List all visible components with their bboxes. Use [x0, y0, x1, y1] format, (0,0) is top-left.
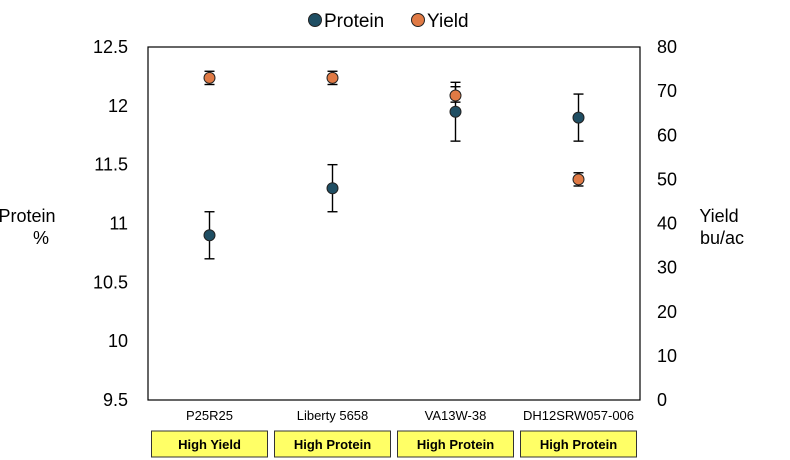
data-marks — [203, 70, 585, 260]
legend: Protein Yield — [308, 11, 469, 32]
left-axis-title-line-1: Protein — [0, 206, 56, 226]
legend-yield-label: Yield — [427, 11, 469, 32]
left-axis-title: Protein % — [0, 206, 56, 248]
right-tick-label: 0 — [657, 390, 667, 410]
category-tag-box — [274, 430, 391, 458]
right-tick-label: 60 — [657, 125, 677, 145]
right-tick-label: 70 — [657, 81, 677, 101]
left-axis-ticks: 9.5 10 10.5 11 11.5 12 12.5 — [93, 37, 128, 410]
right-axis-title: Yield bu/ac — [699, 206, 744, 248]
category-tag-label: High Protein — [294, 437, 371, 452]
category-tag-label: High Yield — [178, 437, 241, 452]
right-tick-label: 40 — [657, 214, 677, 234]
legend-protein-marker — [308, 13, 322, 27]
right-axis-title-line-2: bu/ac — [700, 228, 744, 248]
right-tick-label: 50 — [657, 169, 677, 189]
yield-point — [449, 89, 462, 102]
left-tick-label: 10 — [108, 331, 128, 351]
right-axis-ticks: 0 10 20 30 40 50 60 70 80 — [657, 37, 677, 410]
yield-point — [203, 71, 216, 84]
category-labels: P25R25 Liberty 5658 VA13W-38 DH12SRW057-006 — [186, 408, 634, 423]
left-tick-label: 11.5 — [94, 155, 128, 175]
protein-point — [449, 105, 462, 118]
protein-point — [326, 182, 339, 195]
left-tick-label: 11 — [109, 214, 128, 234]
right-tick-label: 20 — [657, 302, 677, 322]
legend-protein-label: Protein — [324, 11, 384, 32]
category-label: DH12SRW057-006 — [523, 408, 634, 423]
category-tag-label: High Protein — [417, 437, 494, 452]
right-tick-label: 80 — [657, 37, 677, 57]
category-tags: High Yield High Protein High Protein High P… — [151, 430, 637, 458]
left-tick-label: 10.5 — [93, 272, 128, 292]
category-tag-label: High Protein — [540, 437, 617, 452]
category-tag-box — [520, 430, 637, 458]
left-tick-label: 12.5 — [93, 37, 128, 57]
protein-point — [572, 111, 585, 124]
category-tag-box — [151, 430, 268, 458]
category-tag-box — [397, 430, 514, 458]
legend-yield-marker — [411, 13, 425, 27]
left-axis-title-line-2: % — [33, 228, 49, 248]
plot-area — [147, 46, 641, 401]
yield-point — [326, 71, 339, 84]
yield-point — [572, 173, 585, 186]
category-label: P25R25 — [186, 408, 233, 423]
left-tick-label: 9.5 — [103, 390, 128, 410]
category-label: VA13W-38 — [425, 408, 487, 423]
right-tick-label: 10 — [657, 346, 677, 366]
category-label: Liberty 5658 — [297, 408, 369, 423]
right-axis-title-line-1: Yield — [699, 206, 738, 226]
left-tick-label: 12 — [108, 96, 128, 116]
protein-point — [203, 229, 216, 242]
right-tick-label: 30 — [657, 258, 677, 278]
